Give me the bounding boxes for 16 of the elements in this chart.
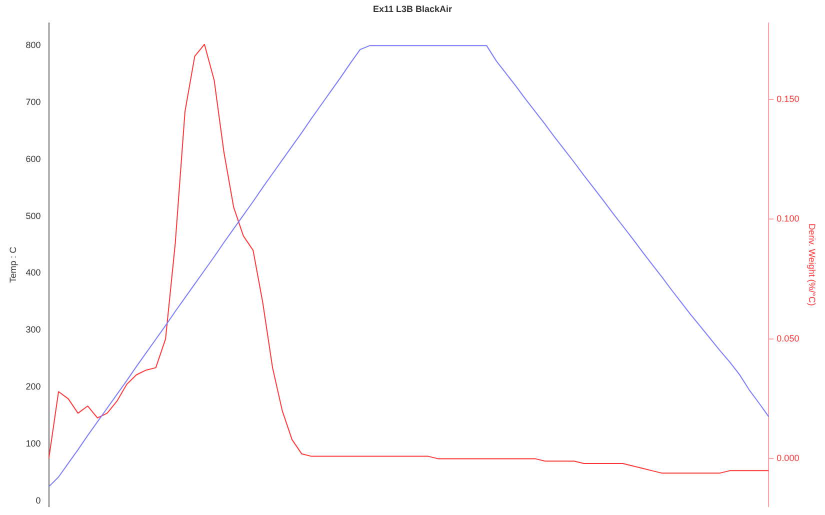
y2-tick-label: 0.100 [776, 214, 800, 224]
chart-title: Ex11 L3B BlackAir [372, 4, 453, 14]
y-tick-label: 100 [26, 438, 41, 448]
y-axis-title: Temp : C [8, 246, 18, 283]
y-tick-label: 600 [26, 154, 41, 164]
y2-tick-label: 0.050 [776, 333, 800, 344]
y-tick-label: 300 [26, 324, 41, 335]
y2-tick-label: 0.150 [776, 94, 800, 104]
y-tick-label: 800 [26, 40, 41, 50]
y-tick-label: 500 [26, 210, 41, 221]
y-tick-label: 400 [26, 268, 41, 278]
y2-tick-label: 0.000 [776, 453, 800, 464]
y2-axis-title: Deriv. Weight (%/°C) [807, 224, 818, 306]
y-tick-label: 200 [26, 382, 41, 392]
y-tick-label: 700 [26, 96, 41, 107]
y-tick-label: 0 [36, 495, 41, 506]
